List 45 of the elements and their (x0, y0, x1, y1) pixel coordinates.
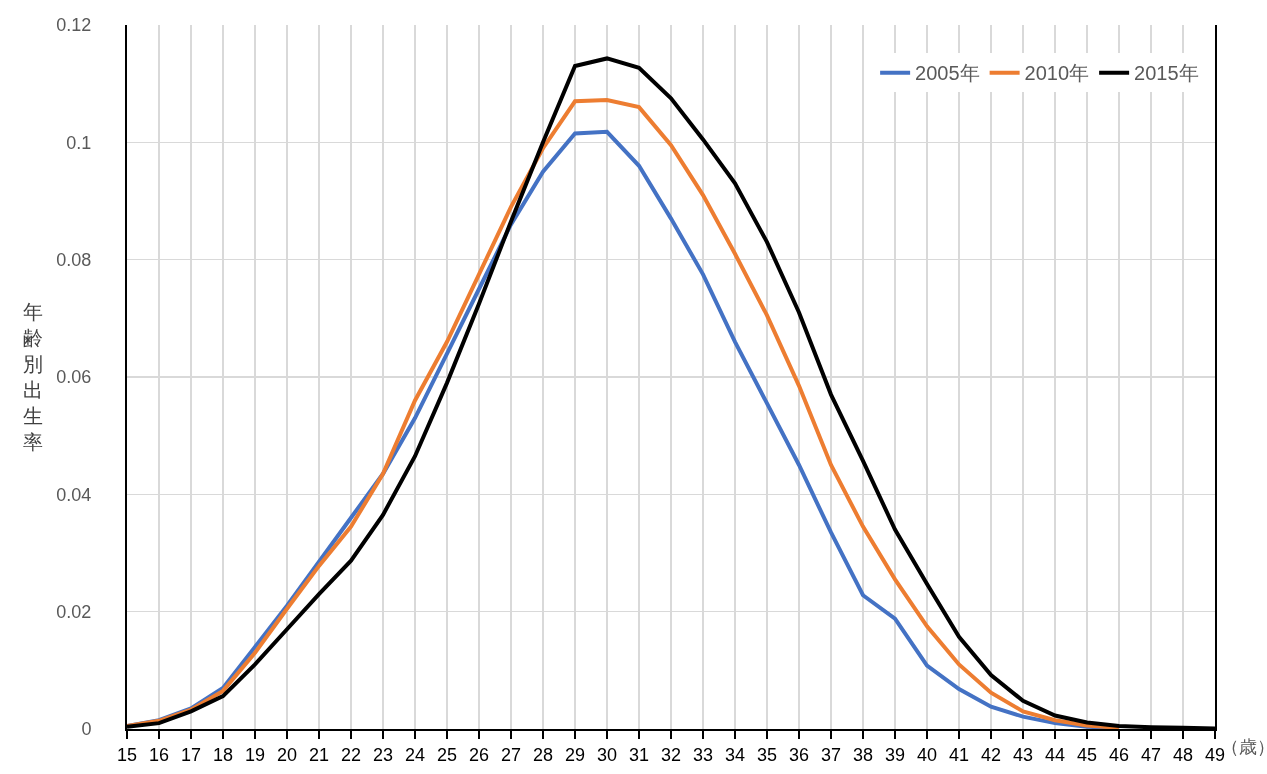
y-tick-label: 0.1 (66, 132, 92, 153)
x-tick-label: 44 (1044, 744, 1066, 765)
x-tick-label: 31 (628, 744, 650, 765)
x-tick-label: 33 (692, 744, 714, 765)
y-tick-label: 0.08 (56, 249, 92, 270)
x-tick-label: 22 (340, 744, 362, 765)
x-tick-label: 32 (660, 744, 682, 765)
x-tick-label: 30 (596, 744, 618, 765)
x-tick-label: 36 (788, 744, 810, 765)
x-tick-label: 27 (500, 744, 522, 765)
y-tick-label: 0.12 (56, 15, 92, 36)
x-tick-label: 43 (1012, 744, 1034, 765)
x-tick-label: 28 (532, 744, 554, 765)
x-tick-label: 16 (148, 744, 170, 765)
x-tick-label: 15 (116, 744, 138, 765)
x-tick-label: 38 (852, 744, 874, 765)
x-tick-label: 25 (436, 744, 458, 765)
x-tick-label: 17 (180, 744, 202, 765)
y-tick-label: 0.04 (56, 484, 92, 505)
x-tick-label: 24 (404, 744, 426, 765)
x-tick-label: 37 (820, 744, 842, 765)
x-tick-label: 26 (468, 744, 490, 765)
x-tick-label: 35 (756, 744, 778, 765)
x-tick-label: 18 (212, 744, 234, 765)
x-tick-label: 48 (1172, 744, 1194, 765)
x-tick-label: 40 (916, 744, 938, 765)
x-tick-label: 21 (308, 744, 330, 765)
legend-label: 2005年 (915, 62, 980, 85)
x-tick-label: 45 (1076, 744, 1098, 765)
y-tick-label: 0.06 (56, 367, 92, 388)
x-tick-label: 42 (980, 744, 1002, 765)
x-tick-label: 41 (948, 744, 970, 765)
x-tick-label: 23 (372, 744, 394, 765)
y-tick-label: 0.02 (56, 601, 92, 622)
legend-label: 2010年 (1024, 62, 1090, 85)
x-tick-label: 19 (244, 744, 266, 765)
y-axis-title: 年齢別出生率 (23, 301, 43, 453)
x-tick-label: 46 (1108, 744, 1130, 765)
x-tick-label: 34 (724, 744, 746, 765)
x-tick-label: 47 (1140, 744, 1162, 765)
y-tick-label: 0 (81, 719, 92, 740)
x-tick-label: 20 (276, 744, 298, 765)
x-tick-label: 29 (564, 744, 586, 765)
x-tick-label: 39 (884, 744, 906, 765)
legend-label: 2015年 (1134, 62, 1199, 85)
